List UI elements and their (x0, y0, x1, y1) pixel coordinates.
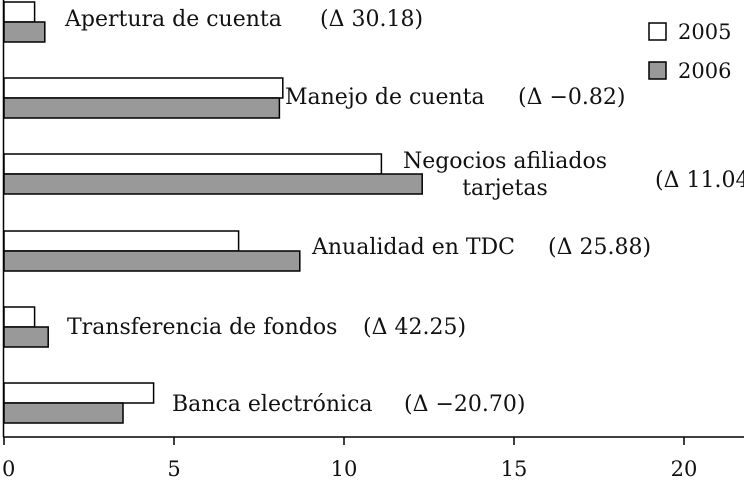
bar-2006-manejo-de-cuenta (3, 97, 281, 119)
bar-2005-anualidad-en-tdc (3, 230, 240, 252)
legend: 2005 2006 (648, 20, 731, 83)
bar-2006-banca-electronica (3, 402, 124, 424)
legend-swatch-2006 (648, 61, 667, 80)
annotation-manejo-de-cuenta: (Δ −0.82) (518, 85, 625, 110)
x-tick-label-15: 15 (501, 457, 528, 481)
x-tick-label-5: 5 (167, 457, 180, 481)
bar-2005-banca-electronica (3, 382, 155, 404)
legend-label-2006: 2006 (678, 59, 731, 83)
category-label-negocios-afiliados-tarjetas: Negocios afiliados tarjetas (403, 149, 607, 201)
annotation-negocios-afiliados-tarjetas: (Δ 11.04) (655, 168, 744, 193)
legend-swatch-2005 (648, 22, 667, 41)
legend-label-2005: 2005 (678, 20, 731, 44)
category-label-apertura-de-cuenta: Apertura de cuenta (64, 7, 282, 32)
annotations-layer: (Δ 30.18) (Δ −0.82) (Δ 11.04) (Δ 25.88) (Δ 4… (320, 7, 744, 417)
category-label-banca-electronica: Banca electrónica (172, 392, 373, 417)
bar-2006-anualidad-en-tdc (3, 250, 301, 272)
bar-2005-transferencia-de-fondos (3, 306, 36, 328)
category-label-anualidad-en-tdc: Anualidad en TDC (311, 235, 515, 260)
annotation-banca-electronica: (Δ −20.70) (404, 392, 525, 417)
x-tick-label-20: 20 (671, 457, 698, 481)
bar-2006-transferencia-de-fondos (3, 326, 49, 348)
annotation-anualidad-en-tdc: (Δ 25.88) (548, 235, 651, 260)
bar-2005-apertura-de-cuenta (3, 1, 36, 23)
category-label-manejo-de-cuenta: Manejo de cuenta (285, 85, 485, 110)
bars-layer (3, 1, 423, 424)
category-labels-layer: Apertura de cuenta Manejo de cuenta Negoci… (64, 7, 607, 417)
x-tick-label-0: 0 (2, 457, 15, 481)
x-tick-label-10: 10 (331, 457, 358, 481)
annotation-apertura-de-cuenta: (Δ 30.18) (320, 7, 423, 32)
bar-2005-negocios-afiliados-tarjetas (3, 153, 383, 175)
annotation-transferencia-de-fondos: (Δ 42.25) (363, 315, 466, 340)
category-label-transferencia-de-fondos: Transferencia de fondos (67, 315, 337, 340)
bar-2005-manejo-de-cuenta (3, 77, 284, 99)
bar-2006-apertura-de-cuenta (3, 21, 46, 43)
bar-2006-negocios-afiliados-tarjetas (3, 173, 423, 195)
